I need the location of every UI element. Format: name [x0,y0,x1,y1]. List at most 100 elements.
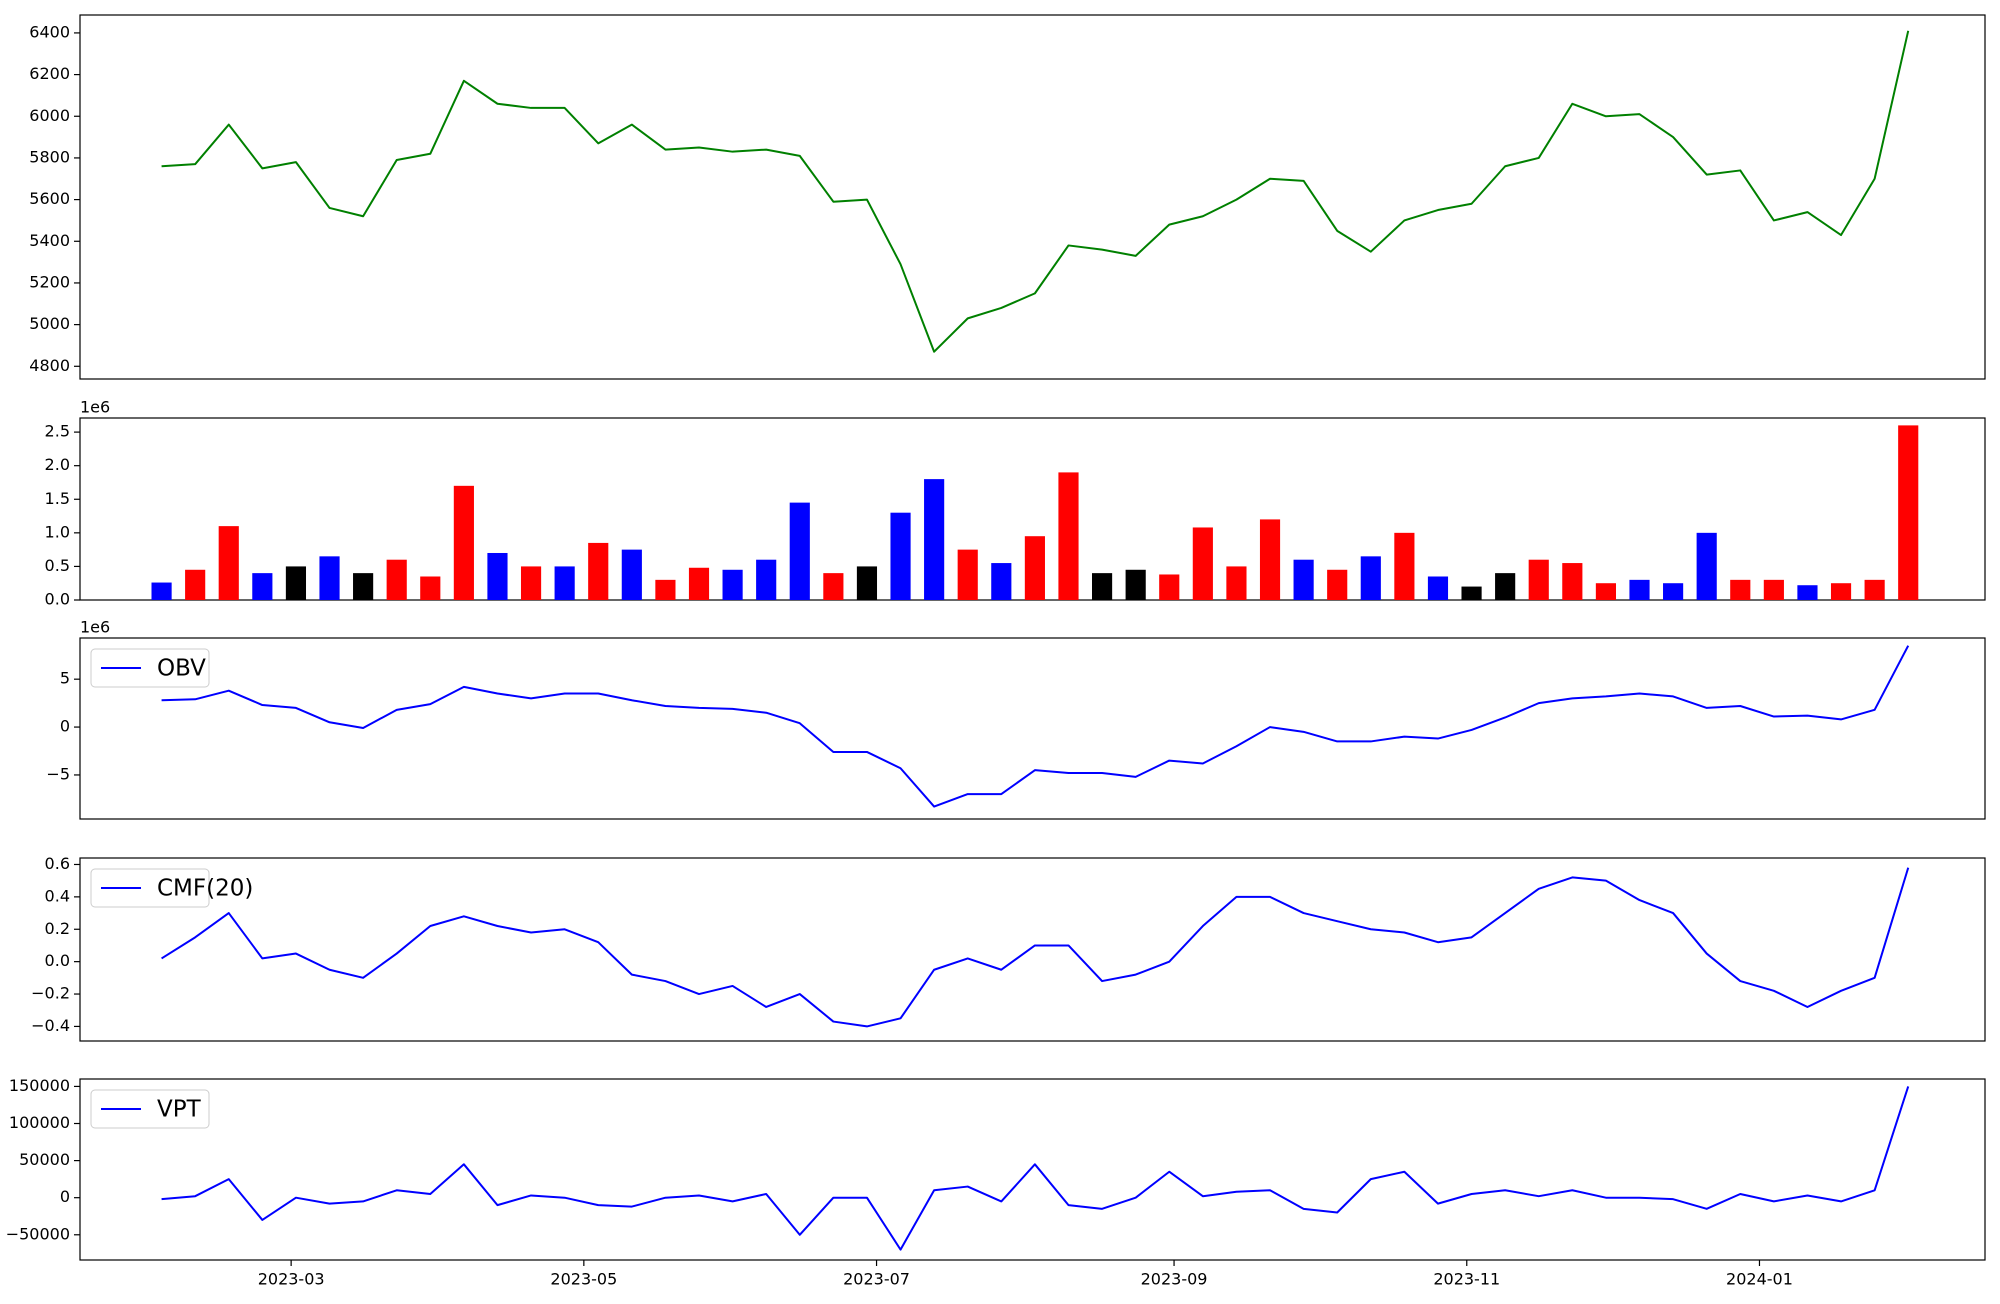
y-tick-label: 1.5 [45,489,70,508]
y-tick-label: 1.0 [45,522,70,541]
y-tick-label: 0.6 [45,854,70,873]
bar [1427,576,1449,600]
bar [1595,583,1616,600]
line [161,1086,1910,1251]
bar [1830,583,1852,600]
plot-frame [79,1078,1986,1261]
y-tick-label: 150000 [9,1076,70,1095]
y-tick-label: 100000 [9,1113,70,1132]
y-tick-label: 5800 [29,147,70,166]
x-tick-label: 2023-09 [1141,1270,1208,1289]
bar [218,526,239,600]
bar [823,573,844,600]
y-tick-label: 0.0 [45,951,70,970]
bar [924,479,945,600]
y-tick-label: −50000 [6,1224,70,1243]
y-tick-label: 4800 [29,356,70,375]
bar [487,552,508,600]
y-tick-label: −5 [46,764,70,783]
y-tick-label: 5 [60,669,70,688]
bar [1259,519,1281,600]
bar [957,549,978,600]
bar [1024,536,1045,600]
bar [756,559,777,600]
bar [386,559,407,600]
y-tick-label: 6200 [29,64,70,83]
x-tick-label: 2023-07 [843,1270,910,1289]
y-tick-label: 0.5 [45,556,70,575]
bar [1226,566,1247,600]
bar [1730,579,1751,600]
x-tick-label: 2023-03 [258,1270,325,1289]
y-tick-label: 0.4 [45,886,70,905]
bar [1495,573,1516,600]
legend: VPT [90,1089,210,1129]
plot-frame [79,857,1986,1042]
bar [1293,559,1314,600]
panel: −5 0 5 1e6 OBV [46,618,1986,820]
legend-box [90,1089,210,1129]
y-tick-label: −0.4 [31,1016,70,1035]
panel: −50000 0 50000 100000 150000 2023-03 2023-05 20… [6,1076,1986,1289]
bar [252,573,273,600]
bar [688,567,710,600]
bar [353,573,374,600]
bar [1159,574,1180,600]
bar [420,576,441,600]
y-tick-label: 2.5 [45,422,70,441]
bar [520,566,542,600]
legend-label: VPT [157,1097,202,1123]
bar [890,512,911,600]
y-tick-label: 0.0 [45,590,70,609]
bar [1461,586,1482,600]
y-tick-label: 50000 [19,1150,70,1169]
bar [453,485,474,600]
x-tick-label: 2023-11 [1433,1270,1500,1289]
bar [1629,579,1650,600]
y-offset-label: 1e6 [80,618,110,637]
bar [151,582,172,600]
x-tick-label: 2024-01 [1726,1270,1793,1289]
x-tick-label: 2023-05 [550,1270,617,1289]
bar [1092,573,1113,600]
y-tick-label: 6000 [29,106,70,125]
y-tick-label: 2.0 [45,455,70,474]
bar [991,563,1012,600]
legend-label: CMF(20) [157,876,253,902]
line [161,645,1910,808]
bar [1898,425,1919,600]
y-tick-label: 0 [60,1187,70,1206]
y-tick-label: 5200 [29,272,70,291]
bar [722,569,743,600]
panel: −0.4 −0.2 0.0 0.2 0.4 0.6 CMF(20) [31,854,1986,1042]
bar [1394,532,1415,600]
legend-label: OBV [157,656,206,682]
y-tick-label: −0.2 [31,984,70,1003]
bar [285,566,307,600]
bar [1125,569,1146,600]
y-offset-label: 1e6 [80,398,110,417]
bar [1763,579,1784,600]
y-tick-label: 6400 [29,22,70,41]
bar [185,569,206,600]
bar [1663,583,1684,600]
bar [856,566,878,600]
bar [554,566,575,600]
bar [319,556,340,600]
legend-box [90,868,210,908]
legend: OBV [90,648,210,688]
bar [1797,585,1818,600]
y-tick-label: 0 [60,717,70,736]
bar [1058,472,1079,600]
plot-frame [79,637,1986,820]
legend-box [90,648,210,688]
bar [1528,559,1549,600]
line [161,867,1910,1028]
bar [1192,527,1213,600]
legend: CMF(20) [90,868,253,908]
bar [1864,579,1885,600]
bar [588,542,609,600]
panel: 4800 5000 5200 5400 5600 5800 6000 6200 6400 [29,14,1986,380]
